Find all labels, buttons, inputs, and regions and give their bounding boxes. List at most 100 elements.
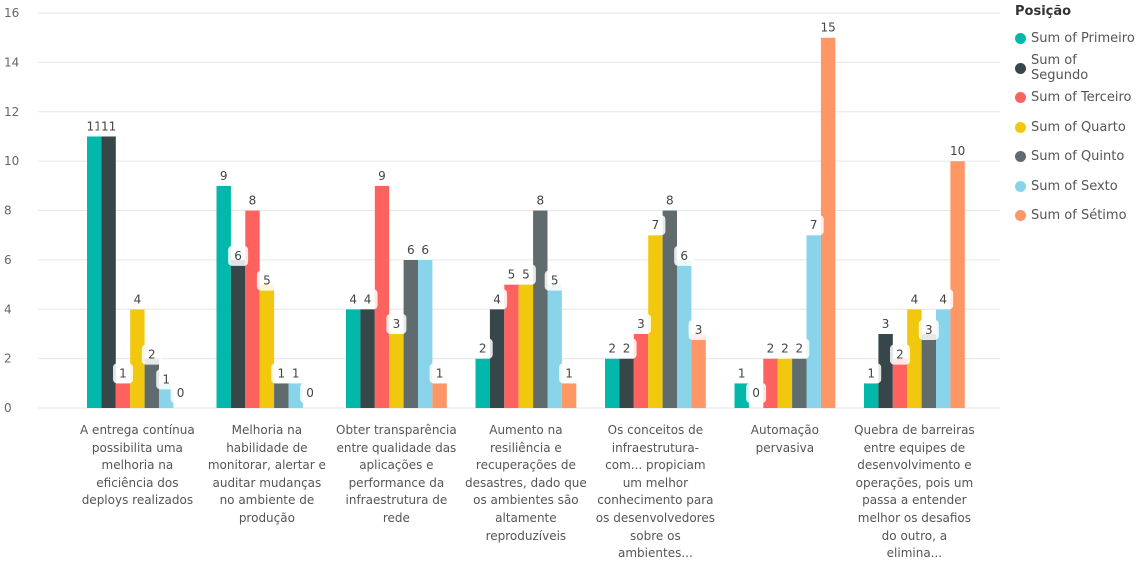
bar[interactable]: Sum of Segundo: 3 (878, 333, 893, 408)
bar[interactable]: Sum of Primeiro: 1 (864, 383, 879, 408)
legend-title: Posição (1015, 4, 1072, 19)
bar[interactable]: Sum of Sétimo: 3 (691, 333, 706, 408)
legend-label: Sum of Segundo (1031, 53, 1089, 84)
data-label-bg (933, 289, 954, 310)
data-label-bg (170, 383, 191, 403)
bar[interactable]: Sum of Quinto: 2 (792, 358, 807, 408)
data-label-bg (228, 245, 249, 266)
legend-item[interactable]: Sum of Sexto (1015, 172, 1137, 202)
bar[interactable]: Sum of Primeiro: 4 (346, 309, 361, 408)
bar[interactable]: Sum of Primeiro: 1 (734, 383, 749, 408)
legend-item[interactable]: Sum of Quarto (1015, 113, 1137, 143)
y-tick-label: 14 (4, 55, 19, 69)
data-label-bg (688, 319, 709, 340)
bar[interactable]: Sum of Terceiro: 2 (763, 358, 778, 408)
bar[interactable]: Sum of Sétimo: 10 (950, 161, 965, 408)
data-label-bg (300, 383, 321, 403)
bar[interactable]: Sum of Quinto: 1 (274, 383, 289, 408)
data-label-text: 4 (134, 292, 142, 306)
bar[interactable]: Sum of Quarto: 4 (907, 309, 922, 408)
data-label: 9 (213, 165, 234, 186)
bar[interactable]: Sum of Sétimo: 15 (820, 37, 836, 408)
bar[interactable]: Sum of Quinto: 6 (403, 259, 418, 408)
data-label: 0 (170, 383, 191, 403)
legend-item[interactable]: Sum of Terceiro (1015, 83, 1137, 113)
legend-item[interactable]: Sum of Quinto (1015, 142, 1137, 172)
bar[interactable]: Sum of Quarto: 3 (389, 333, 404, 408)
data-label-text: 4 (349, 292, 357, 306)
data-label-bg (544, 270, 565, 291)
legend-marker (1015, 210, 1026, 222)
bar[interactable]: Sum of Quarto: 4 (130, 309, 145, 408)
data-label-bg (98, 116, 119, 137)
bar[interactable]: Sum of Primeiro: 2 (475, 358, 490, 408)
legend-item[interactable]: Sum of Segundo (1015, 53, 1137, 84)
legend-item[interactable]: Sum of Primeiro (1015, 24, 1137, 54)
data-label-text: 0 (306, 386, 314, 400)
data-label: 2 (789, 338, 810, 359)
bar[interactable]: Sum of Segundo: 4 (360, 309, 375, 408)
bar[interactable]: Sum of Terceiro: 3 (633, 333, 649, 408)
bar[interactable]: Sum of Primeiro: 9 (216, 185, 231, 408)
bar[interactable]: Sum of Segundo: 6 (230, 259, 246, 408)
legend-marker (1015, 33, 1026, 45)
y-tick-label: 6 (4, 253, 12, 267)
data-label-text: 4 (364, 292, 372, 306)
data-label: 3 (918, 319, 939, 340)
bar[interactable]: Sum of Terceiro: 5 (504, 284, 519, 408)
data-label-text: 3 (393, 317, 401, 331)
data-label-text: 2 (623, 342, 631, 356)
data-label: 0 (300, 383, 321, 403)
bar[interactable]: Sum of Primeiro: 2 (605, 358, 620, 408)
bar[interactable]: Sum of Sexto: 7 (806, 235, 821, 408)
data-label: 3 (688, 319, 709, 340)
bar[interactable]: Sum of Quinto: 3 (921, 333, 936, 408)
data-label-bg (616, 338, 637, 359)
data-label-text: 5 (263, 274, 271, 288)
bar[interactable]: Sum of Terceiro: 9 (374, 185, 390, 408)
bar[interactable]: Sum of Segundo: 4 (489, 309, 505, 408)
data-label: 1 (559, 363, 580, 384)
bar[interactable]: Sum of Segundo: 2 (619, 358, 634, 408)
bar[interactable]: Sum of Sexto: 1 (288, 383, 303, 408)
bar[interactable]: Sum of Sétimo: 1 (432, 383, 447, 408)
data-label-text: 9 (378, 169, 386, 183)
data-label-text: 6 (407, 243, 415, 257)
data-label-bg (242, 190, 263, 211)
bar[interactable]: Sum of Quarto: 2 (777, 358, 793, 408)
data-label-bg (875, 313, 896, 334)
legend: Posição Sum of Primeiro Sum of Segundo Sum… (1015, 4, 1137, 231)
bar[interactable]: Sum of Quinto: 2 (144, 358, 159, 408)
bars: Sum of Primeiro: 11Sum of Segundo: 11Sum… (87, 37, 965, 409)
x-category-label: Os conceitos de infraestrutura-com... pr… (595, 423, 715, 561)
bar[interactable]: Sum of Quarto: 5 (518, 284, 534, 408)
bar[interactable]: Sum of Sexto: 6 (677, 259, 692, 408)
data-label-bg (674, 245, 695, 266)
bar[interactable]: Sum of Terceiro: 8 (245, 210, 260, 409)
bar[interactable]: Sum of Quarto: 5 (259, 284, 275, 408)
y-tick-label: 2 (4, 352, 12, 366)
data-label-text: 10 (950, 144, 965, 158)
bar[interactable]: Sum of Sexto: 6 (418, 259, 433, 408)
bar[interactable]: Sum of Sexto: 4 (936, 309, 951, 408)
bar[interactable]: Sum of Terceiro: 2 (892, 358, 908, 408)
legend-label: Sum of Quinto (1031, 149, 1125, 165)
data-label-text: 1 (277, 366, 285, 380)
bar[interactable]: Sum of Sexto: 5 (547, 284, 562, 408)
data-label-bg (559, 363, 580, 384)
bar[interactable]: Sum of Quinto: 8 (533, 210, 548, 409)
bar[interactable]: Sum of Terceiro: 1 (115, 383, 131, 408)
bar[interactable]: Sum of Sexto: 1 (159, 383, 174, 408)
legend-item[interactable]: Sum of Sétimo (1015, 201, 1137, 231)
data-label-text: 3 (882, 317, 890, 331)
bar[interactable]: Sum of Quarto: 7 (648, 235, 663, 408)
legend-label: Sum of Quarto (1031, 119, 1126, 135)
bar[interactable]: Sum of Sétimo: 1 (561, 383, 577, 408)
bar[interactable]: Sum of Primeiro: 11 (87, 136, 102, 408)
bar[interactable]: Sum of Segundo: 11 (101, 136, 116, 408)
data-label-bg (127, 289, 148, 310)
data-label-text: 7 (652, 218, 660, 232)
bar[interactable]: Sum of Quinto: 8 (662, 210, 677, 409)
legend-marker (1015, 151, 1026, 163)
data-label-text: 2 (767, 342, 775, 356)
